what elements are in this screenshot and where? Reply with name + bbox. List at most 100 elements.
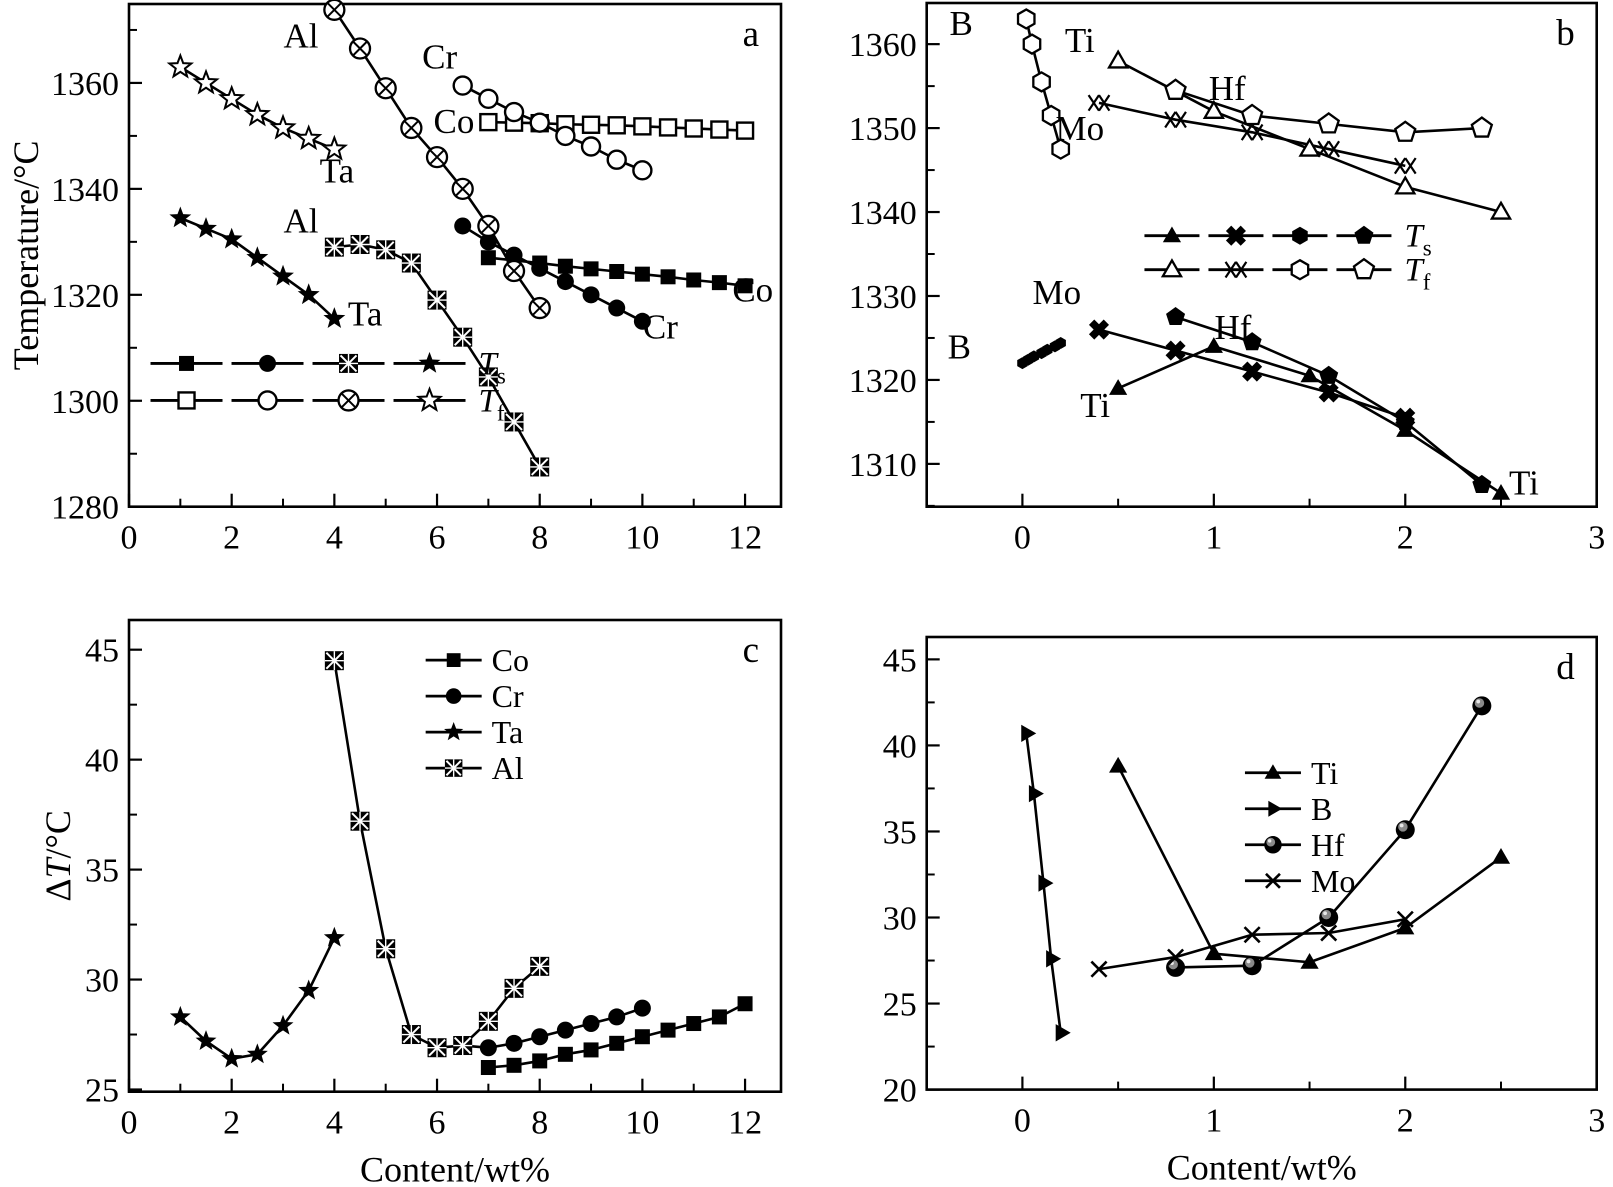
svg-text:0: 0 xyxy=(121,520,138,557)
panel-a-axis-titles: Temperature/°C xyxy=(6,140,46,370)
svg-text:B: B xyxy=(949,4,972,43)
panel-d-series-Mo xyxy=(1090,910,1414,978)
svg-text:Content/wt%: Content/wt% xyxy=(360,1150,550,1187)
svg-text:3: 3 xyxy=(1588,520,1605,557)
panel-letter-b: b xyxy=(1556,13,1575,54)
svg-text:4: 4 xyxy=(326,1105,343,1142)
svg-text:1320: 1320 xyxy=(51,278,119,315)
panel-b-series-Hf-Tf xyxy=(1164,78,1494,142)
svg-text:Content/wt%: Content/wt% xyxy=(1167,1148,1357,1187)
svg-text:Cr: Cr xyxy=(492,678,524,714)
svg-text:Mo: Mo xyxy=(1033,273,1082,312)
svg-text:40: 40 xyxy=(883,728,917,765)
svg-text:1320: 1320 xyxy=(849,363,917,400)
panel-letter-a: a xyxy=(743,14,759,55)
svg-text:0: 0 xyxy=(1014,1103,1031,1140)
panel-a-series-Cr-Tf xyxy=(452,75,653,181)
panel-c-series-Ta xyxy=(169,926,345,1068)
panel-b-annotations: B Ti Hf Mo Mo Hf B Ti Ti xyxy=(948,4,1540,502)
svg-text:1330: 1330 xyxy=(849,279,917,316)
svg-text:B: B xyxy=(1311,791,1332,827)
svg-text:Ta: Ta xyxy=(492,714,524,750)
svg-text:2: 2 xyxy=(223,520,240,557)
svg-text:0: 0 xyxy=(1014,520,1031,557)
svg-text:4: 4 xyxy=(326,520,343,557)
svg-text:1280: 1280 xyxy=(51,490,119,527)
svg-text:35: 35 xyxy=(883,814,917,851)
svg-text:Hf: Hf xyxy=(1311,827,1345,863)
svg-text:1: 1 xyxy=(1205,520,1222,557)
panel-c-axes: 0 2 4 6 8 10 12 25 30 35 40 45 xyxy=(85,618,783,1142)
panel-a-series-Al-Ts xyxy=(324,234,550,477)
svg-text:Ta: Ta xyxy=(320,151,355,190)
panel-c-series-Co xyxy=(480,996,753,1076)
svg-text:45: 45 xyxy=(85,633,119,670)
panel-b-axes: 0 1 2 3 1310 1320 1330 1340 1350 1360 xyxy=(849,1,1605,557)
svg-text:3: 3 xyxy=(1588,1103,1605,1140)
svg-text:Al: Al xyxy=(492,750,524,786)
panel-c-series-Al xyxy=(324,651,550,1058)
panel-a-series-Ta-Ts xyxy=(169,206,346,328)
panel-letter-c: c xyxy=(743,630,759,671)
svg-text:Ti: Ti xyxy=(1311,755,1338,791)
svg-text:6: 6 xyxy=(429,520,446,557)
svg-text:2: 2 xyxy=(1397,1103,1414,1140)
svg-text:10: 10 xyxy=(625,1105,659,1142)
panel-b-series-B-Ts xyxy=(1017,337,1066,370)
panel-b-series-Hf-Ts xyxy=(1166,306,1492,493)
svg-text:12: 12 xyxy=(728,1105,762,1142)
svg-text:Ta: Ta xyxy=(348,294,383,333)
panel-a-chart: 0 2 4 6 8 10 12 1280 1300 1320 1340 1360Temperature… xyxy=(0,0,810,560)
panel-d-series-B xyxy=(1021,724,1071,1042)
svg-text:Hf: Hf xyxy=(1215,308,1252,347)
panel-a-series-Cr-Ts xyxy=(454,217,651,330)
svg-text:Hf: Hf xyxy=(1209,69,1246,108)
panel-d-axes: 0 1 2 3 20 25 30 35 40 45 xyxy=(883,635,1605,1140)
panel-a-series-Al-Tf xyxy=(323,0,551,320)
panel-a-series-Ta-Tf xyxy=(166,52,349,161)
svg-text:40: 40 xyxy=(85,743,119,780)
svg-text:Ti: Ti xyxy=(1509,463,1539,502)
svg-text:0: 0 xyxy=(121,1105,138,1142)
panel-c-bg xyxy=(0,560,810,1187)
panel-b-bg xyxy=(810,0,1613,560)
svg-text:Co: Co xyxy=(732,271,773,310)
svg-text:1: 1 xyxy=(1205,1103,1222,1140)
svg-text:1340: 1340 xyxy=(51,172,119,209)
panel-d-series-Ti xyxy=(1109,756,1511,969)
svg-text:25: 25 xyxy=(85,1073,119,1110)
panel-a-axes: 0 2 4 6 8 10 12 1280 1300 1320 1340 1360 xyxy=(51,2,783,557)
svg-text:Mo: Mo xyxy=(1311,863,1355,899)
svg-text:2: 2 xyxy=(223,1105,240,1142)
svg-text:1340: 1340 xyxy=(849,195,917,232)
svg-text:B: B xyxy=(948,327,971,366)
svg-text:20: 20 xyxy=(883,1073,917,1110)
svg-text:Cr: Cr xyxy=(643,308,678,347)
svg-text:Mo: Mo xyxy=(1056,109,1105,148)
svg-text:1300: 1300 xyxy=(51,384,119,421)
svg-text:2: 2 xyxy=(1397,520,1414,557)
panel-b-series-Ti-Tf xyxy=(1107,49,1513,220)
svg-text:8: 8 xyxy=(531,520,548,557)
svg-text:30: 30 xyxy=(883,901,917,938)
svg-text:35: 35 xyxy=(85,853,119,890)
svg-text:1350: 1350 xyxy=(849,111,917,148)
svg-text:6: 6 xyxy=(429,1105,446,1142)
svg-text:25: 25 xyxy=(883,987,917,1024)
svg-text:Co: Co xyxy=(492,642,529,678)
svg-text:Temperature/°C: Temperature/°C xyxy=(6,140,46,370)
svg-text:45: 45 xyxy=(883,642,917,679)
svg-text:Al: Al xyxy=(283,202,318,241)
svg-text:Al: Al xyxy=(283,16,318,55)
panel-c-chart: 0 2 4 6 8 10 12 25 30 35 40 45 Content/wt% ΔT/°C c CoCr… xyxy=(0,560,810,1187)
panel-d-axis-titles: Content/wt% xyxy=(1167,1148,1357,1187)
panel-b-series-Mo-Tf xyxy=(1087,94,1417,175)
